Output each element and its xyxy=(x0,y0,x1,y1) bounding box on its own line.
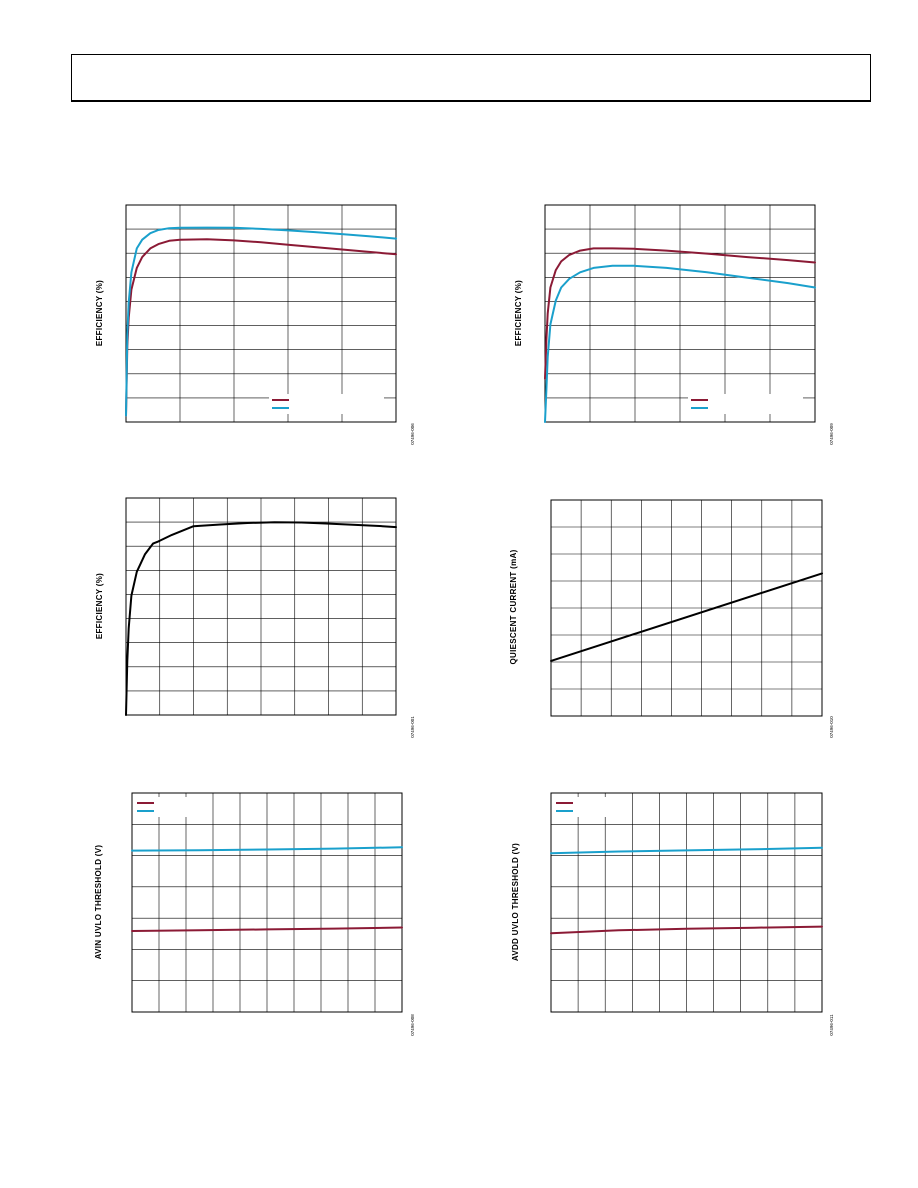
chart-2-ylabel: EFFICIENCY (%) xyxy=(514,280,523,346)
legend-background xyxy=(553,797,628,817)
chart-4: QUIESCENT CURRENT (mA) 07496-010 xyxy=(509,499,834,738)
plot-frame xyxy=(125,204,397,423)
series-line-red xyxy=(550,925,823,935)
series-line-red xyxy=(125,238,397,417)
series-line-blue xyxy=(544,264,816,423)
series-line-blue xyxy=(125,226,397,417)
series-line-black xyxy=(125,521,397,716)
legend-background xyxy=(134,797,209,817)
chart-5: AVIN UVLO THRESHOLD (V) 07496-008 xyxy=(94,792,415,1036)
chart-3-ylabel: EFFICIENCY (%) xyxy=(95,573,104,639)
chart-6: AVDD UVLO THRESHOLD (V) 07496-011 xyxy=(511,792,834,1036)
chart-3: EFFICIENCY (%) 07496-001 xyxy=(95,497,415,738)
legend-background xyxy=(688,394,803,414)
series-line-red xyxy=(131,926,403,932)
chart-1-ylabel: EFFICIENCY (%) xyxy=(95,280,104,346)
series-line-red xyxy=(544,247,816,380)
legend-background xyxy=(269,394,384,414)
chart-2-figure-id: 07496-009 xyxy=(829,423,834,445)
chart-4-figure-id: 07496-010 xyxy=(829,716,834,738)
chart-5-ylabel: AVIN UVLO THRESHOLD (V) xyxy=(94,845,103,960)
series-line-blue xyxy=(550,846,823,855)
chart-6-figure-id: 07496-011 xyxy=(829,1014,834,1036)
page-header-box xyxy=(71,54,871,102)
chart-1: EFFICIENCY (%) 07496-006 xyxy=(95,204,415,445)
chart-5-figure-id: 07496-008 xyxy=(410,1014,415,1036)
chart-3-figure-id: 07496-001 xyxy=(410,716,415,738)
chart-6-ylabel: AVDD UVLO THRESHOLD (V) xyxy=(511,843,520,961)
chart-4-ylabel: QUIESCENT CURRENT (mA) xyxy=(509,549,518,664)
series-line-blue xyxy=(131,846,403,852)
chart-1-figure-id: 07496-006 xyxy=(410,423,415,445)
chart-2: EFFICIENCY (%) 07496-009 xyxy=(514,204,834,445)
series-line-black xyxy=(550,572,823,662)
